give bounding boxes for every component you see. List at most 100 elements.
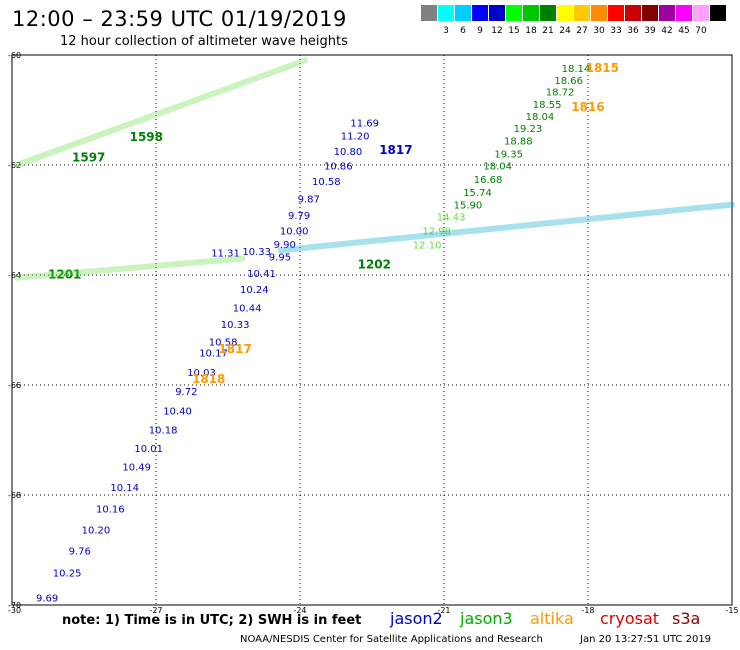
legend-label: 70 bbox=[695, 26, 707, 36]
wave-height-label: 10.00 bbox=[280, 226, 309, 237]
legend-swatch bbox=[625, 5, 641, 21]
satellite-label-altika: altika bbox=[530, 609, 574, 628]
legend-label: 30 bbox=[593, 26, 605, 36]
legend-label: 33 bbox=[610, 26, 622, 36]
longitude-tick-label: -27 bbox=[149, 606, 162, 615]
wave-height-label: 10.14 bbox=[110, 483, 139, 494]
map-title: 12:00 – 23:59 UTC 01/19/2019 bbox=[12, 7, 347, 31]
latitude-tick-label: -64 bbox=[8, 271, 21, 280]
legend-label: 24 bbox=[559, 26, 571, 36]
wave-height-label: 10.18 bbox=[149, 425, 178, 436]
satellite-label-cryosat: cryosat bbox=[600, 609, 660, 628]
wave-height-label: 19.23 bbox=[514, 124, 543, 135]
legend-label: 36 bbox=[627, 26, 639, 36]
wave-height-label: 18.14 bbox=[562, 64, 591, 75]
wave-height-label: 10.03 bbox=[187, 368, 216, 379]
dense-track-streak bbox=[13, 255, 246, 281]
pass-time-label: 1817 bbox=[379, 143, 412, 157]
dense-track-streak bbox=[13, 57, 308, 168]
latitude-tick-label: -60 bbox=[8, 51, 21, 60]
legend-swatch bbox=[557, 5, 573, 21]
wave-height-label: 10.80 bbox=[334, 147, 363, 158]
wave-height-label: 10.01 bbox=[134, 444, 163, 455]
altimeter-tracks: 9.69 10.25 9.76 10.20 10.16 10.14 10.49 10.01 10… bbox=[13, 57, 735, 605]
wave-height-label: 9.95 bbox=[269, 253, 291, 264]
legend-label: 6 bbox=[460, 26, 466, 36]
pass-time-label: 1202 bbox=[358, 257, 391, 271]
legend-swatch bbox=[421, 5, 437, 21]
satellite-label-s3a: s3a bbox=[672, 609, 701, 628]
legend-swatch bbox=[574, 5, 590, 21]
graticule-grid bbox=[11, 54, 733, 606]
wave-height-label: 10.25 bbox=[53, 568, 82, 579]
wave-height-label: 18.72 bbox=[546, 88, 575, 99]
wave-height-label: 18.88 bbox=[504, 137, 533, 148]
legend-label: 15 bbox=[508, 26, 520, 36]
footnote: note: 1) Time is in UTC; 2) SWH is in fe… bbox=[62, 613, 362, 628]
longitude-tick-label: -15 bbox=[725, 606, 738, 615]
wave-height-label: 18.04 bbox=[526, 112, 555, 123]
wave-height-label: 10.33 bbox=[221, 320, 250, 331]
pass-time-label: 1201 bbox=[48, 267, 81, 281]
wave-height-label: 10.24 bbox=[240, 285, 269, 296]
satellite-label-jason2: jason2 bbox=[390, 609, 443, 628]
wave-height-label: 10.41 bbox=[247, 269, 276, 280]
legend-swatch bbox=[540, 5, 556, 21]
wave-height-label: 9.79 bbox=[288, 211, 310, 222]
wave-height-label: 11.20 bbox=[341, 132, 370, 143]
wave-height-label: 12.98 bbox=[422, 226, 451, 237]
wave-height-label: 10.16 bbox=[96, 505, 125, 516]
wave-height-label: 10.33 bbox=[242, 247, 271, 258]
legend-swatch bbox=[642, 5, 658, 21]
generation-timestamp: Jan 20 13:27:51 UTC 2019 bbox=[580, 634, 712, 645]
wave-height-label: 15.74 bbox=[463, 188, 492, 199]
legend-swatch bbox=[608, 5, 624, 21]
wave-height-label: 9.90 bbox=[274, 240, 296, 251]
wave-height-label: 11.69 bbox=[350, 119, 379, 130]
pass-time-label: 1597 bbox=[72, 151, 105, 165]
latitude-tick-label: -70 bbox=[8, 601, 21, 610]
legend-label: 42 bbox=[661, 26, 673, 36]
wave-height-label: 14.43 bbox=[437, 213, 466, 224]
wave-height-label: 16.68 bbox=[474, 175, 503, 186]
dense-track-streak bbox=[277, 201, 735, 254]
legend-swatch bbox=[693, 5, 709, 21]
wave-height-label: 18.66 bbox=[554, 76, 583, 87]
wave-height-label: 10.17 bbox=[199, 348, 228, 359]
map-axes: -27 -24 -21 -18 -15 -60 -62 -64 -66 -68 -70-30 bbox=[8, 51, 739, 615]
wave-height-label: 10.58 bbox=[209, 337, 238, 348]
legend-swatch bbox=[710, 5, 726, 21]
wave-height-label: 10.20 bbox=[82, 526, 111, 537]
longitude-tick-label: -24 bbox=[293, 606, 306, 615]
wave-height-label: 10.58 bbox=[312, 177, 341, 188]
wave-height-label: 10.86 bbox=[324, 161, 353, 172]
longitude-tick-label: -21 bbox=[437, 606, 450, 615]
wave-height-label: 19.35 bbox=[494, 149, 523, 160]
wave-height-label: 18.04 bbox=[483, 161, 512, 172]
legend-swatch bbox=[591, 5, 607, 21]
wave-height-label: 10.40 bbox=[163, 407, 192, 418]
legend-swatch bbox=[523, 5, 539, 21]
map-frame bbox=[11, 54, 733, 606]
wave-height-label: 15.90 bbox=[454, 200, 483, 211]
wave-height-label: 11.31 bbox=[211, 248, 240, 259]
legend-label: 12 bbox=[491, 26, 503, 36]
corner-tick-label: -30 bbox=[8, 606, 21, 615]
wave-height-label: 9.76 bbox=[69, 546, 91, 557]
map-subtitle: 12 hour collection of altimeter wave hei… bbox=[60, 34, 348, 49]
legend-swatch bbox=[438, 5, 454, 21]
wave-height-label: 10.49 bbox=[122, 462, 151, 473]
wave-height-label: 12.10 bbox=[413, 241, 442, 252]
pass-time-label: 1815 bbox=[586, 61, 619, 75]
legend-swatch bbox=[472, 5, 488, 21]
legend-label: 27 bbox=[576, 26, 588, 36]
wave-height-label: 9.87 bbox=[298, 194, 320, 205]
satellite-label-jason3: jason3 bbox=[460, 609, 513, 628]
wave-height-label: 9.72 bbox=[175, 387, 197, 398]
legend-label: 9 bbox=[477, 26, 483, 36]
legend-label: 3 bbox=[443, 26, 449, 36]
legend-swatch bbox=[676, 5, 692, 21]
legend-swatch bbox=[489, 5, 505, 21]
pass-time-label: 1817 bbox=[218, 342, 251, 356]
